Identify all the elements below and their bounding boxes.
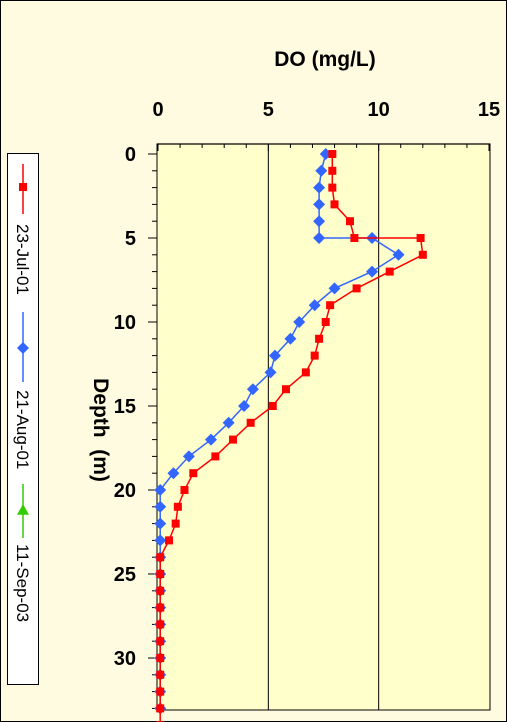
x-tick-label-5: 5 [263,99,274,121]
point-21-Aug-01-1 [315,164,328,177]
legend-label-11-Sep-03: 11-Sep-03 [13,544,32,622]
point-23-Jul-01-27 [156,586,165,595]
point-23-Jul-01-2 [328,183,337,192]
point-23-Jul-01-21 [180,486,189,494]
point-21-Aug-01-8 [366,265,379,278]
x-tick-label-15: 15 [478,99,500,121]
x-tick-labels: 0 5 10 15 [152,99,500,121]
x-axis [157,143,490,151]
legend-entry-11-Sep-03: 11-Sep-03 [13,484,32,622]
point-21-Aug-01-7 [392,248,405,261]
legend-label-23-Jul-01: 23-Jul-01 [13,224,32,295]
point-23-Jul-01-30 [156,637,165,646]
point-23-Jul-01-9 [352,284,361,293]
y-tick-label-0: 0 [125,144,136,166]
x-tick-label-10: 10 [368,99,390,121]
point-23-Jul-01-5 [350,234,359,242]
x-tick-label-0: 0 [152,99,163,121]
point-21-Aug-01-17 [222,416,235,429]
point-21-Aug-01-3 [313,198,326,211]
point-21-Aug-01-16 [238,400,251,412]
point-23-Jul-01-28 [156,603,165,612]
point-23-Jul-01-18 [229,435,238,444]
legend-marker-21-Aug-01 [17,342,29,354]
series-layer [154,148,427,722]
point-21-Aug-01-24 [154,534,167,547]
chart-title: DO (mg/L) [274,48,375,71]
point-23-Jul-01-24 [165,536,174,545]
legend-entry-21-Aug-01: 21-Aug-01 [13,312,32,469]
point-21-Aug-01-5 [313,232,326,244]
point-23-Jul-01-14 [301,368,310,377]
point-23-Jul-01-16 [268,402,277,410]
series-23-Jul-01 [156,150,427,722]
point-23-Jul-01-26 [156,570,165,578]
legend-marker-23-Jul-01 [19,183,27,191]
point-21-Aug-01-18 [204,433,217,446]
y-tick-label-30: 30 [114,648,136,670]
point-21-Aug-01-15 [246,383,259,396]
y-tick-label-15: 15 [114,396,136,418]
point-23-Jul-01-19 [211,452,220,461]
y-tick-labels: 0 5 10 15 20 25 30 [114,144,136,670]
y-tick-label-10: 10 [114,312,136,334]
y-tick-label-25: 25 [114,564,136,586]
point-23-Jul-01-33 [156,687,165,696]
point-23-Jul-01-23 [171,519,180,528]
point-23-Jul-01-10 [326,301,335,310]
point-23-Jul-01-1 [328,166,337,175]
point-23-Jul-01-8 [385,267,394,276]
point-23-Jul-01-32 [156,670,165,679]
point-23-Jul-01-22 [173,502,182,511]
point-21-Aug-01-19 [182,450,195,463]
point-23-Jul-01-25 [156,553,165,562]
legend: 23-Jul-01 21-Aug-01 11-Sep-03 [7,153,39,685]
point-23-Jul-01-34 [156,704,165,713]
point-23-Jul-01-7 [418,250,427,259]
point-23-Jul-01-29 [156,620,165,629]
y-tick-label-5: 5 [125,228,136,250]
point-21-Aug-01-14 [264,366,277,379]
point-21-Aug-01-4 [313,215,326,228]
legend-graphic: 23-Jul-01 21-Aug-01 11-Sep-03 [13,164,32,622]
point-21-Aug-01-20 [167,467,180,480]
point-21-Aug-01-9 [328,282,341,295]
legend-marker-11-Sep-03 [17,504,29,515]
plot-area [156,143,491,711]
y-axis-label: Depth (m) [89,378,112,482]
point-23-Jul-01-13 [310,351,319,360]
point-21-Aug-01-21 [154,484,167,496]
point-21-Aug-01-12 [284,332,297,345]
point-21-Aug-01-11 [293,316,306,328]
point-23-Jul-01-15 [281,385,290,394]
y-tick-label-20: 20 [114,480,136,502]
point-23-Jul-01-11 [321,318,330,326]
point-23-Jul-01-31 [156,654,165,662]
legend-entry-23-Jul-01: 23-Jul-01 [13,164,32,295]
point-21-Aug-01-22 [154,500,167,513]
point-23-Jul-01-17 [246,418,255,427]
point-23-Jul-01-4 [345,217,354,226]
point-23-Jul-01-20 [189,469,198,478]
point-23-Jul-01-6 [416,234,425,242]
y-axis [148,153,157,709]
point-21-Aug-01-2 [313,181,326,194]
point-21-Aug-01-23 [154,517,167,530]
point-23-Jul-01-12 [315,334,324,343]
point-21-Aug-01-10 [308,299,321,312]
point-21-Aug-01-13 [268,349,281,362]
point-23-Jul-01-3 [330,200,339,209]
point-23-Jul-01-0 [328,150,337,158]
legend-label-21-Aug-01: 21-Aug-01 [13,390,32,469]
